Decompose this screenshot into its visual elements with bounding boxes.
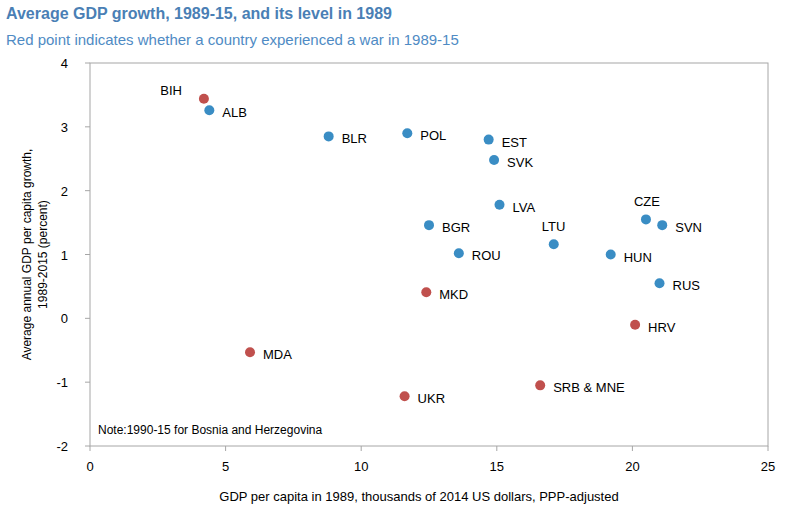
y-tick [85,254,90,255]
points [199,94,667,401]
x-tick [225,446,226,451]
x-tick [361,446,362,451]
point-label: MDA [263,347,292,362]
point [454,248,464,258]
point [204,105,214,115]
y-tick [85,190,90,191]
subtitle: Red point indicates whether a country ex… [6,31,459,48]
y-tick [85,382,90,383]
annotation: Note:1990-15 for Bosnia and Herzegovina [98,423,322,437]
point [535,380,545,390]
y-axis-label: 1989-2015 (percent) [36,200,50,309]
plot-frame [90,63,768,446]
x-axis-label: GDP per capita in 1989, thousands of 201… [219,489,618,504]
y-tick-label: 2 [61,184,68,199]
point-label: EST [502,135,527,150]
y-tick [85,318,90,319]
point-label: LTU [542,219,566,234]
point [199,94,209,104]
point [641,214,651,224]
point-label: UKR [418,391,445,406]
point [324,131,334,141]
point [606,250,616,260]
point-label: SRB & MNE [553,380,625,395]
point-label: HRV [648,320,676,335]
x-tick [496,446,497,451]
point-label: LVA [513,200,536,215]
y-tick-label: 1 [61,248,68,263]
point-label: RUS [673,278,701,293]
point [421,287,431,297]
point-label: BLR [342,131,367,146]
y-tick-label: 0 [61,311,68,326]
x-tick [90,446,91,451]
point-label: MKD [439,287,468,302]
y-axis-label: Average annual GDP per capita growth, [20,149,34,361]
x-tick-label: 15 [490,459,504,474]
point [549,239,559,249]
point-label: ROU [472,248,501,263]
y-tick [85,126,90,127]
point [245,347,255,357]
point-label: POL [420,128,446,143]
point-label: BIH [160,83,182,98]
y-tick-label: -2 [56,439,68,454]
x-tick-label: 0 [86,459,93,474]
point [402,128,412,138]
point [657,220,667,230]
x-tick-label: 10 [354,459,368,474]
point-label: CZE [634,194,660,209]
y-tick [85,446,90,447]
point-label: HUN [624,250,652,265]
chart: Average GDP growth, 1989-15, and its lev… [0,0,800,514]
y-tick-label: 3 [61,120,68,135]
x-tick-label: 25 [761,459,775,474]
x-tick-label: 20 [625,459,639,474]
point-label: SVN [675,220,702,235]
x-tick-label: 5 [222,459,229,474]
point-labels: BIH ALB BLR POL EST SVK LVA BGRROU LTU CZE SVN HUN R… [160,83,702,406]
point [489,155,499,165]
point [400,391,410,401]
y-tick-label: 4 [61,56,68,71]
point [484,135,494,145]
point [495,200,505,210]
point-label: ALB [222,105,247,120]
y-tick [85,63,90,64]
point [630,320,640,330]
title: Average GDP growth, 1989-15, and its lev… [6,5,392,22]
point-label: BGR [442,220,470,235]
x-tick [768,446,769,451]
x-tick [632,446,633,451]
point [424,220,434,230]
y-tick-label: -1 [56,375,68,390]
point [655,278,665,288]
point-label: SVK [507,155,533,170]
